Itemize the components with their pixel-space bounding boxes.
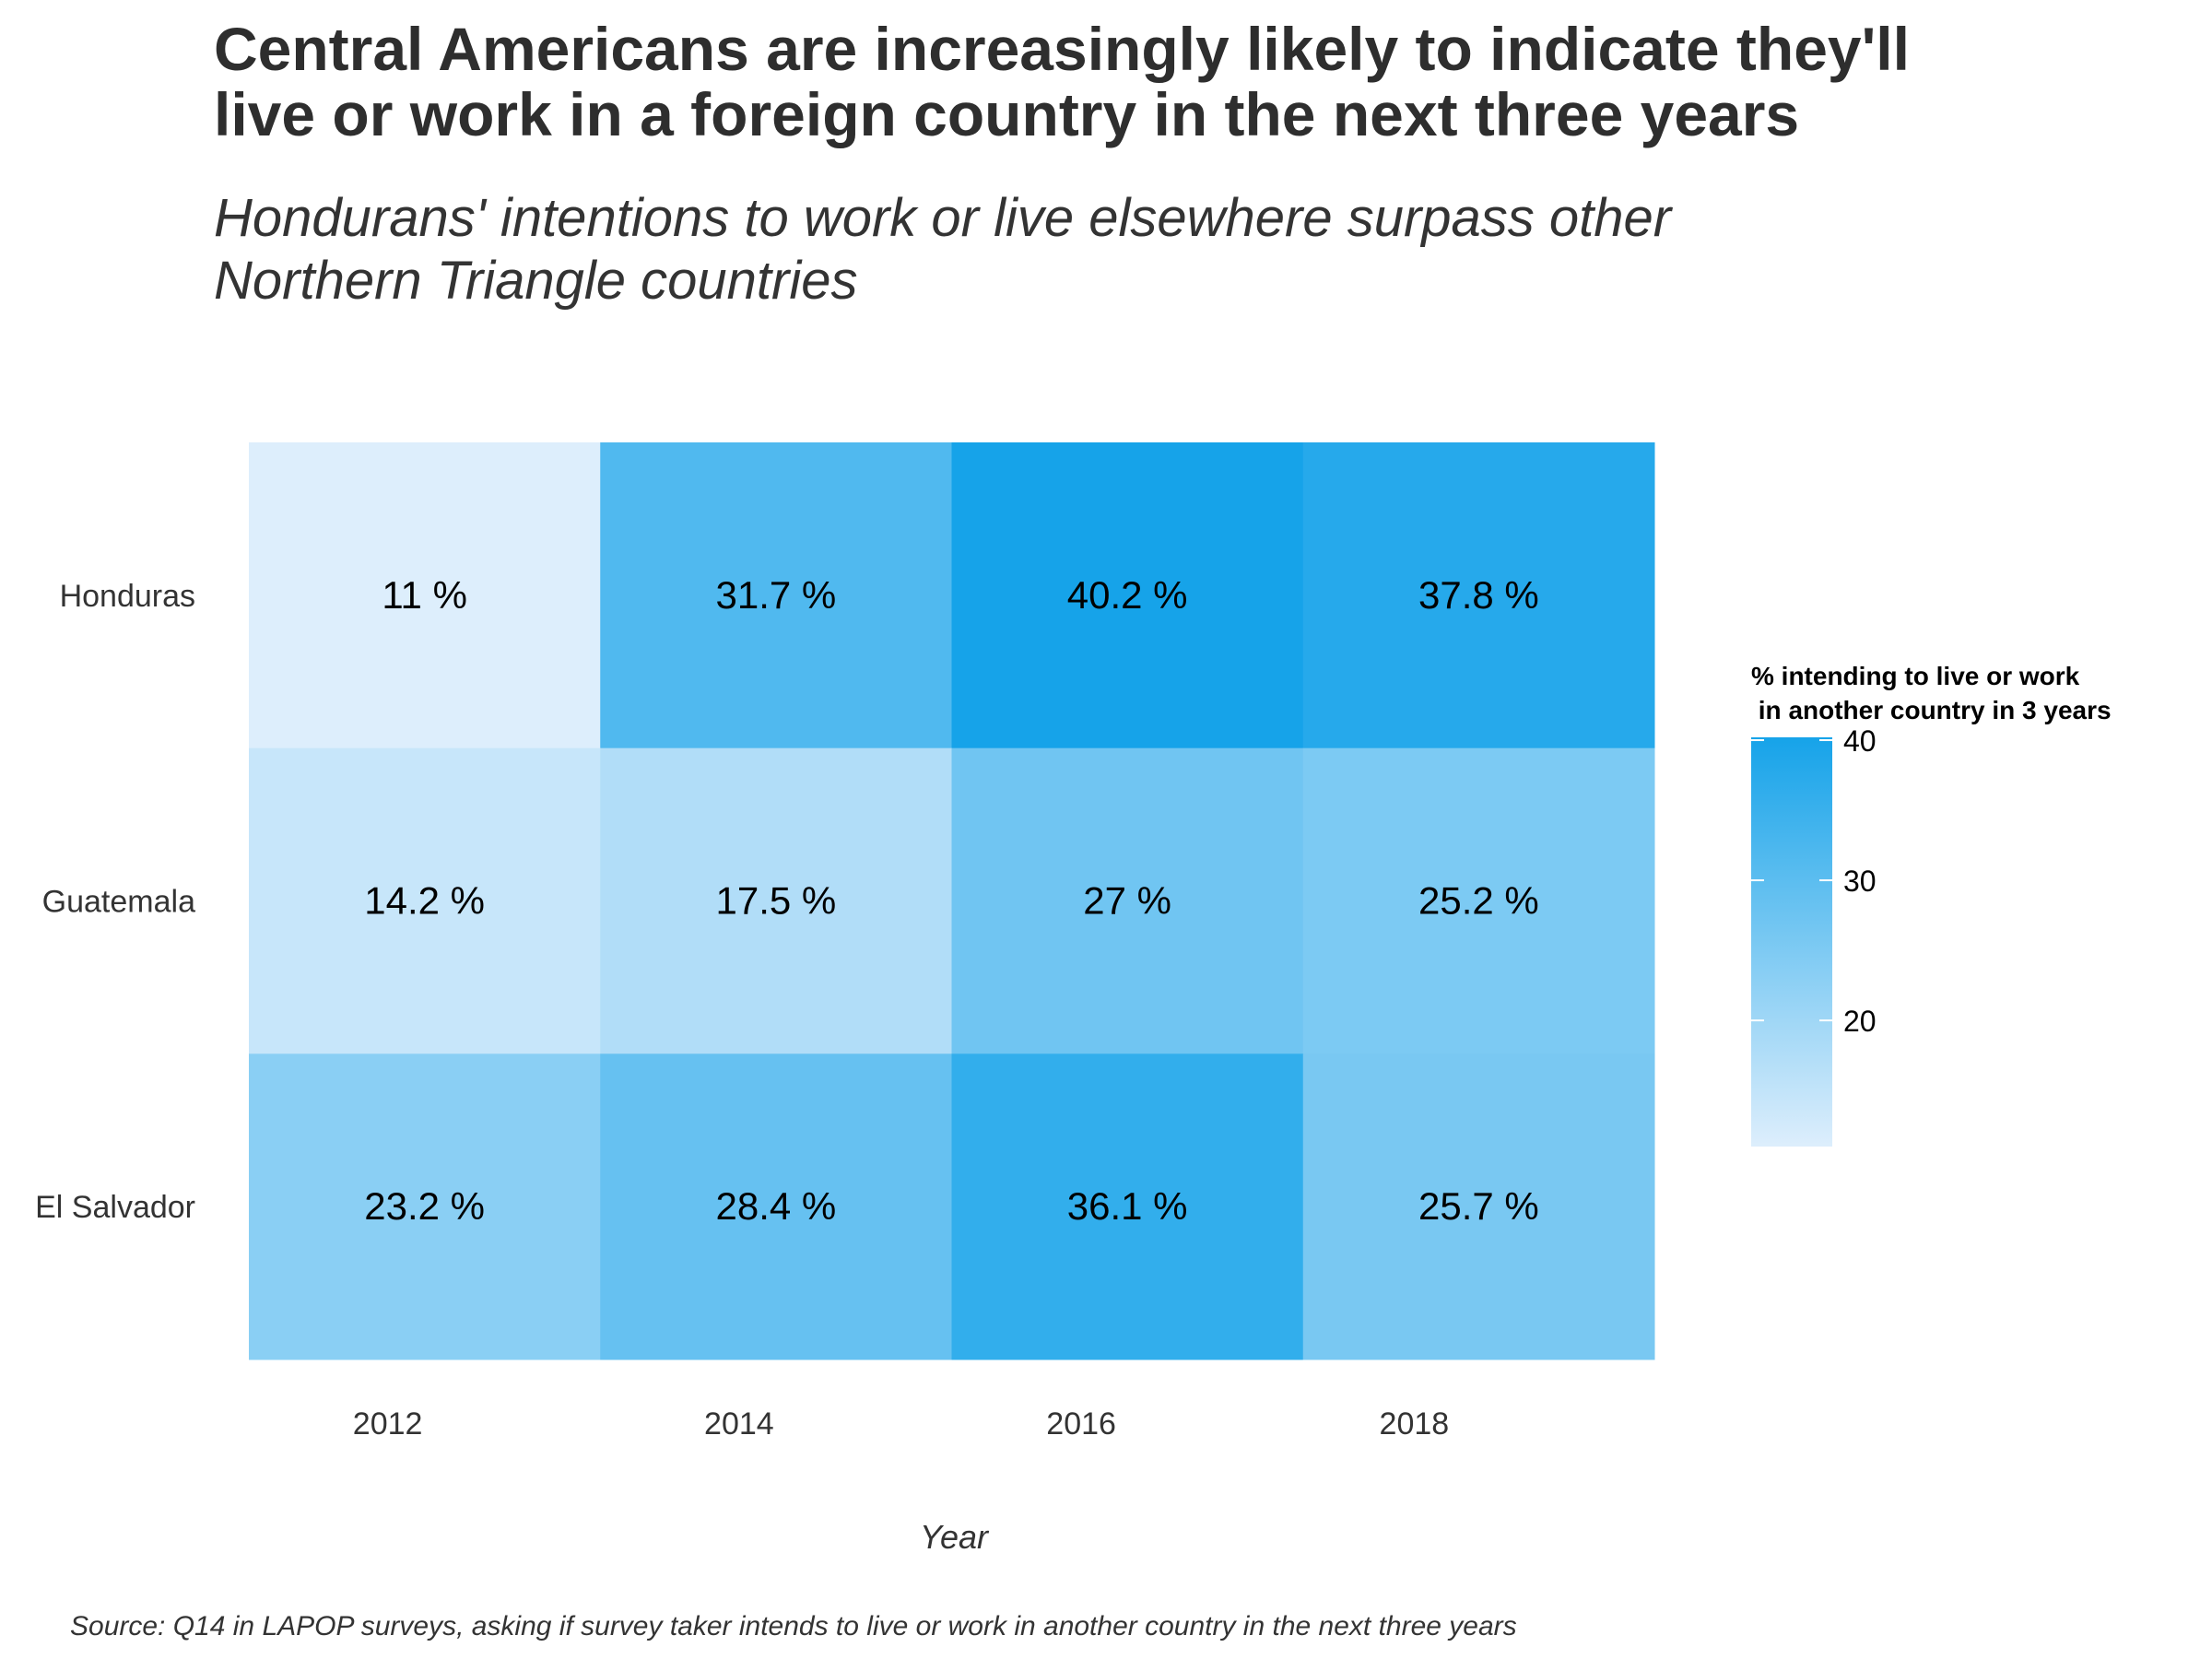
y-axis-tick-labels: Honduras Guatemala El Salvador <box>35 579 195 1225</box>
cell-label: 25.2 % <box>1418 879 1539 923</box>
x-tick-label: 2012 <box>353 1406 423 1441</box>
heatmap-cell-el-salvador-2016 <box>951 1053 1304 1360</box>
cell-label: 31.7 % <box>715 573 836 617</box>
heatmap-cell-el-salvador-2014 <box>600 1053 952 1360</box>
cell-label: 36.1 % <box>1067 1184 1188 1228</box>
y-tick-label: El Salvador <box>35 1190 195 1225</box>
x-tick-label: 2018 <box>1380 1406 1450 1441</box>
legend-title-line1: % intending to live or work <box>1751 662 2080 690</box>
x-axis-title: Year <box>920 1518 990 1556</box>
legend-ticks: 20 30 40 <box>1751 724 1877 1038</box>
cell-label: 25.7 % <box>1418 1184 1539 1228</box>
cell-label: 17.5 % <box>715 879 836 923</box>
source-caption: Source: Q14 in LAPOP surveys, asking if … <box>70 1611 1517 1641</box>
chart-subtitle: Hondurans' intentions to work or live el… <box>214 188 1672 312</box>
legend-tick-label: 20 <box>1843 1005 1877 1038</box>
heatmap-cell-guatemala-2018 <box>1302 747 1655 1054</box>
heatmap-cell-labels: 11 % 31.7 % 40.2 % 37.8 % 14.2 % 17.5 % 27 % 25… <box>364 573 1539 1228</box>
heatmap-cell-guatemala-2012 <box>249 747 601 1054</box>
heatmap-cell-guatemala-2016 <box>951 747 1304 1054</box>
cell-label: 11 % <box>382 573 467 617</box>
chart-title: Central Americans are increasingly likel… <box>214 15 1910 149</box>
cell-label: 28.4 % <box>715 1184 836 1228</box>
heatmap-cell-honduras-2016 <box>951 442 1304 749</box>
y-tick-label: Guatemala <box>42 885 195 920</box>
heatmap-cell-honduras-2018 <box>1302 442 1655 749</box>
legend-color-bar <box>1751 737 1832 1147</box>
cell-label: 40.2 % <box>1067 573 1188 617</box>
legend-tick-label: 40 <box>1843 724 1877 758</box>
cell-label: 37.8 % <box>1418 573 1539 617</box>
heatmap-cell-el-salvador-2012 <box>249 1053 601 1360</box>
y-tick-label: Honduras <box>60 579 195 614</box>
cell-label: 27 % <box>1083 879 1171 923</box>
cell-label: 23.2 % <box>364 1184 485 1228</box>
heatmap-cell-guatemala-2014 <box>600 747 952 1054</box>
x-tick-label: 2014 <box>704 1406 774 1441</box>
x-axis-tick-labels: 2012 2014 2016 2018 <box>353 1406 1449 1441</box>
legend-title-line2: in another country in 3 years <box>1751 696 2112 724</box>
x-tick-label: 2016 <box>1046 1406 1116 1441</box>
color-legend: % intending to live or work in another c… <box>1751 662 2112 1147</box>
heatmap-cell-honduras-2014 <box>600 442 952 749</box>
legend-tick-label: 30 <box>1843 865 1877 898</box>
heatmap-cell-el-salvador-2018 <box>1302 1053 1655 1360</box>
heatmap-cells <box>249 442 1655 1360</box>
cell-label: 14.2 % <box>364 879 485 923</box>
heatmap-cell-honduras-2012 <box>249 442 601 749</box>
